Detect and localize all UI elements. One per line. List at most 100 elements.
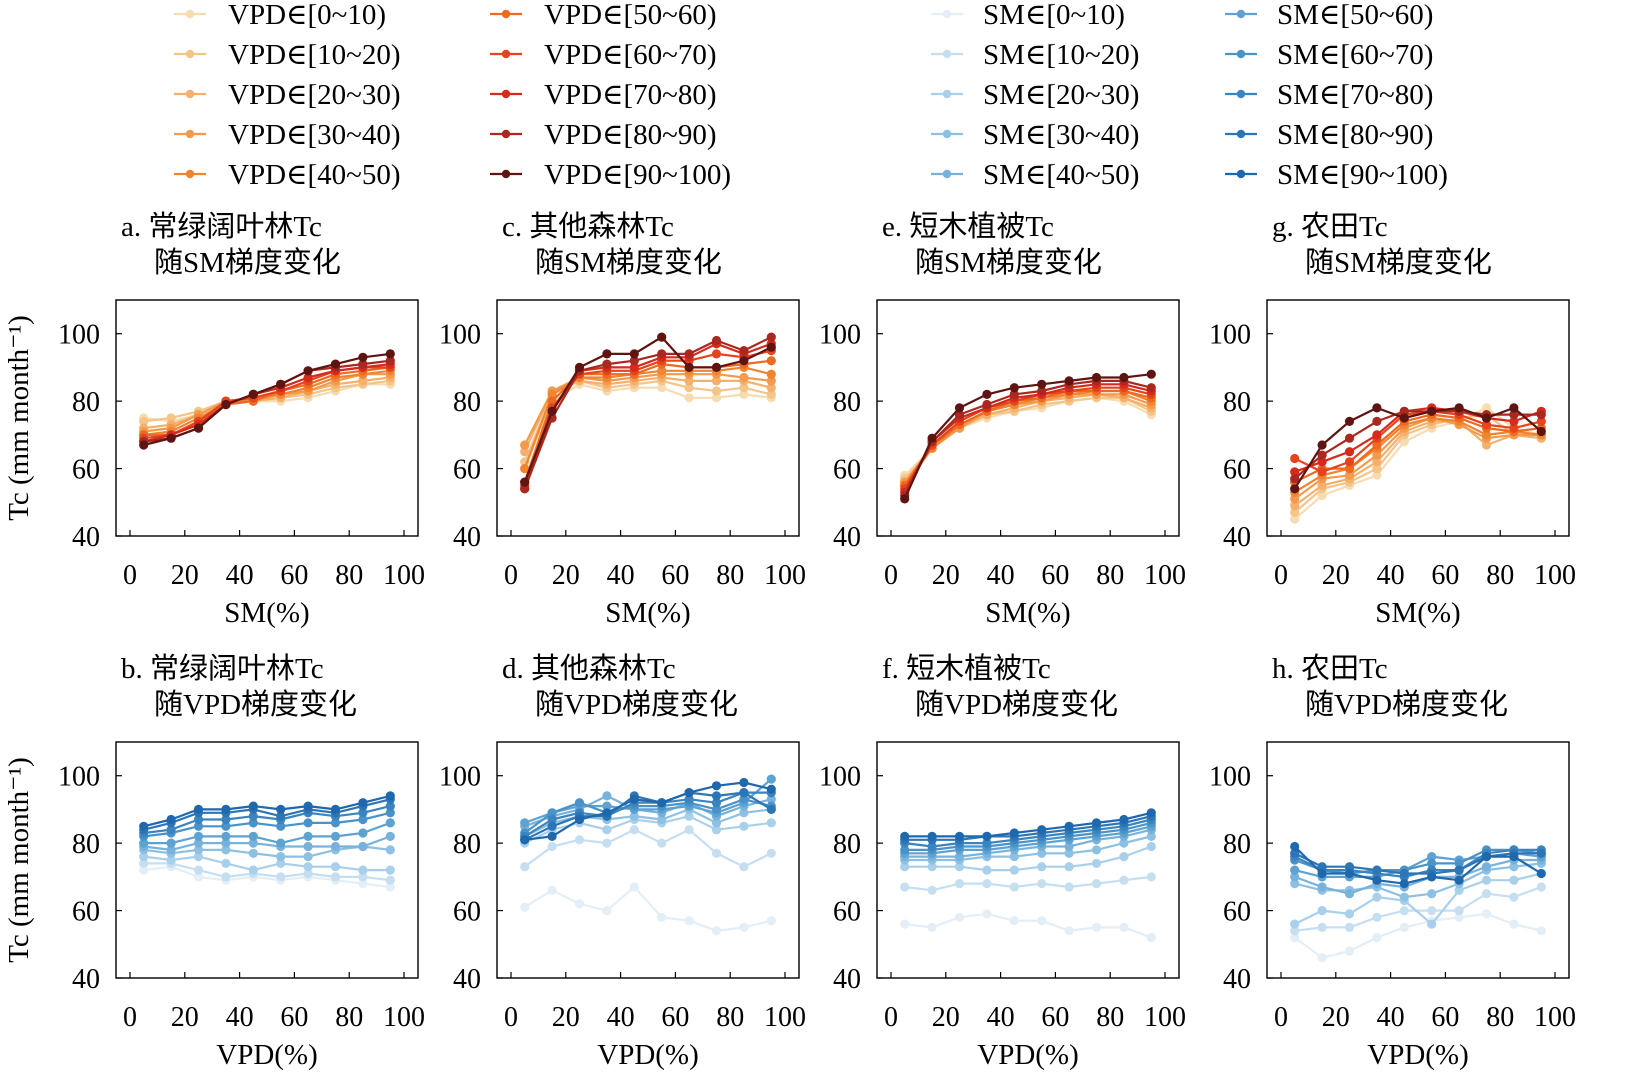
data-point (766, 774, 776, 784)
x-tick-label: 80 (335, 1002, 363, 1033)
data-point (139, 838, 149, 848)
series-group (520, 332, 776, 494)
data-point (739, 372, 749, 383)
data-point (1290, 879, 1300, 889)
data-point (1344, 447, 1355, 457)
x-tick-label: 80 (1486, 1002, 1514, 1033)
data-point (1372, 470, 1382, 480)
data-point (1427, 906, 1437, 916)
y-tick-label: 40 (1223, 964, 1251, 995)
series-line (904, 821, 1152, 852)
data-point (1427, 858, 1437, 869)
series-line (143, 845, 391, 858)
x-tick-label: 20 (171, 1002, 199, 1033)
data-point (739, 821, 749, 831)
series-line (904, 825, 1152, 855)
series-line (523, 336, 772, 483)
plot-frame (115, 741, 419, 979)
data-point (1119, 814, 1129, 825)
x-tick-label: 20 (552, 560, 580, 591)
plot-frame (496, 741, 800, 979)
data-point (982, 399, 992, 410)
data-point (1399, 406, 1409, 416)
data-point (684, 349, 694, 359)
data-point (900, 845, 910, 855)
data-point (1290, 494, 1300, 504)
data-point (766, 848, 776, 858)
data-point (330, 872, 341, 882)
data-point (574, 362, 585, 372)
data-point (1372, 416, 1382, 426)
panel-title-line2: 随SM梯度变化 (915, 246, 1102, 279)
data-point (1091, 818, 1102, 828)
panel-title-line2: 随SM梯度变化 (535, 246, 722, 279)
data-point (1091, 922, 1102, 933)
x-tick-label: 40 (607, 560, 635, 591)
data-point (1481, 440, 1492, 450)
data-point (1290, 872, 1300, 882)
series-line (904, 835, 1152, 862)
x-tick-label: 0 (1274, 560, 1288, 591)
data-point (766, 376, 776, 386)
x-tick-label: 80 (716, 560, 744, 591)
legend-swatch-marker (185, 49, 195, 59)
y-tick-label: 80 (833, 387, 861, 418)
x-tick-label: 40 (226, 560, 254, 591)
y-tick-label: 60 (453, 897, 481, 928)
x-tick-label: 0 (504, 560, 518, 591)
y-tick-label: 40 (833, 964, 861, 995)
data-point (1009, 383, 1019, 393)
data-point (1344, 470, 1355, 480)
series-line (903, 393, 1152, 483)
data-point (1509, 423, 1519, 433)
panel-title-line2: 随SM梯度变化 (1305, 246, 1492, 279)
data-point (927, 831, 937, 842)
data-point (520, 440, 530, 450)
series-line (143, 865, 391, 889)
legend-label: VPD∈[30~40) (228, 119, 401, 151)
x-axis-label: VPD(%) (216, 1039, 318, 1071)
data-point (1009, 389, 1019, 399)
series-line (523, 373, 772, 446)
data-point (248, 865, 258, 875)
x-tick-label: 20 (932, 1002, 960, 1033)
data-point (385, 356, 395, 366)
data-point (193, 845, 204, 855)
series-line (143, 862, 391, 882)
data-point (684, 788, 694, 798)
y-tick-label: 80 (1223, 829, 1251, 860)
data-point (1344, 457, 1355, 467)
data-point (276, 838, 286, 848)
data-point (982, 909, 992, 919)
plot-frame (1266, 741, 1570, 979)
y-tick-label: 60 (833, 897, 861, 928)
series-line (1293, 845, 1542, 885)
data-point (276, 821, 286, 831)
data-point (1146, 383, 1156, 393)
series-group (1290, 841, 1546, 963)
series-line (1294, 852, 1542, 875)
data-point (1399, 892, 1409, 902)
data-point (1290, 932, 1300, 943)
data-point (1427, 872, 1437, 882)
x-tick-label: 40 (226, 1002, 254, 1033)
data-point (1344, 922, 1355, 933)
data-point (1317, 467, 1327, 477)
data-point (766, 916, 776, 926)
data-point (221, 831, 231, 842)
panel-title-line2: 随VPD梯度变化 (154, 688, 357, 721)
data-point (1146, 808, 1156, 818)
legend-swatch-marker (1236, 49, 1246, 59)
data-point (629, 349, 639, 359)
y-tick-label: 60 (72, 897, 100, 928)
legend-item: VPD∈[0~10) (174, 0, 386, 31)
data-point (1344, 946, 1355, 956)
data-point (276, 379, 286, 389)
data-point (166, 825, 176, 835)
x-tick-label: 0 (123, 560, 137, 591)
data-point (1536, 410, 1546, 420)
data-point (303, 852, 313, 862)
data-point (684, 825, 694, 835)
data-point (193, 821, 204, 831)
data-point (1290, 514, 1300, 524)
